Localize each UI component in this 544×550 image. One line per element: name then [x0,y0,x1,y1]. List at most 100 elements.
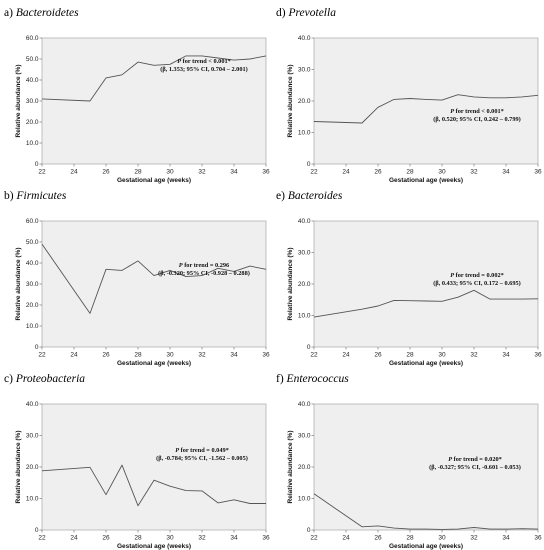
data-point [442,529,443,530]
panel-title: f) Enterococcus [276,373,349,385]
data-point [138,62,139,63]
data-point [314,121,315,122]
y-tick-label: 40.0 [298,35,311,42]
series-line [41,243,267,314]
data-point [538,298,539,299]
x-tick-label: 30 [166,535,174,542]
trend-p-symbol: P [450,108,454,115]
panel-label: d) [276,7,288,19]
x-tick-label: 22 [38,352,46,359]
y-axis-label: Relative abundance (%) [15,431,22,504]
x-tick-label: 22 [38,535,46,542]
data-point [426,99,427,100]
plot-area [313,37,539,165]
y-tick-label: 20.0 [298,281,311,288]
data-point [90,467,91,468]
chart-panel: d) Prevotella 0 10.0 20.0 30.0 40.0 22 24 26 28 30… [272,0,544,184]
data-point [90,313,91,314]
data-point [506,529,507,530]
data-point [250,503,251,504]
x-tick-label: 34 [230,535,238,542]
x-axis-label: Gestational age (weeks) [117,177,191,184]
x-tick-label: 30 [438,169,446,176]
chart-panel: e) Bacteroides 0 10.0 20.0 30.0 40.0 22 24 26 28 3… [272,183,544,367]
data-point [522,96,523,97]
x-tick-label: 32 [198,169,206,176]
x-tick-label: 30 [438,352,446,359]
y-tick-label: 60.0 [26,35,39,42]
data-point [106,494,107,495]
x-axis-label: Gestational age (weeks) [117,360,191,367]
panel-label: a) [4,7,16,19]
panel-label: b) [4,190,16,202]
x-tick-label: 32 [198,535,206,542]
chart-svg: d) Prevotella 0 10.0 20.0 30.0 40.0 22 24 26 28 30… [276,7,542,184]
x-tick-label: 36 [262,352,270,359]
x-tick-label: 30 [166,352,174,359]
data-point [490,299,491,300]
x-tick-label: 24 [342,352,350,359]
trend-p-symbol: P [179,262,183,269]
trend-annotation-line1: P for trend = 0.020* [448,456,502,463]
panel-taxon-name: Proteobacteria [15,373,85,385]
data-point [410,529,411,530]
panel-taxon-name: Enterococcus [286,373,350,385]
series-line [41,464,266,507]
y-tick-label: 0 [35,344,39,351]
panel-label: f) [276,373,287,385]
x-tick-label: 28 [406,169,414,176]
x-axis-label: Gestational age (weeks) [389,360,463,367]
panel-title: b) Firmicutes [4,190,67,202]
data-point [170,486,171,487]
data-point [442,301,443,302]
x-tick-label: 34 [502,535,510,542]
data-point [378,306,379,307]
x-tick-label: 28 [134,535,142,542]
data-point [202,490,203,491]
chart-svg: e) Bacteroides 0 10.0 20.0 30.0 40.0 22 24 26 28 3… [276,190,542,367]
x-tick-label: 24 [342,535,350,542]
y-tick-label: 50.0 [26,239,39,246]
plot-area [41,403,267,531]
y-tick-label: 30.0 [298,67,311,74]
x-tick-label: 34 [502,352,510,359]
trend-annotation-line2: (β, -0.784; 95% CI, -1.562 – 0.005) [156,455,248,462]
data-point [362,309,363,310]
x-tick-label: 22 [310,352,318,359]
trend-p-symbol: P [448,456,452,463]
data-point [122,74,123,75]
x-tick-label: 28 [406,535,414,542]
chart-svg: a) Bacteroidetes 0 10.0 20.0 30.0 40.0 50.0 60.… [4,7,270,184]
trend-annotation-line1: P for trend = 0.296 [179,262,229,269]
data-point [314,493,315,494]
trend-p-value: for trend < 0.001* [181,58,231,65]
data-point [426,301,427,302]
trend-p-symbol: P [177,58,181,65]
data-point [474,96,475,97]
chart-panel: b) Firmicutes 0 10.0 20.0 30.0 40.0 50.0 60.0 22… [0,183,272,367]
trend-p-value: for trend = 0.020* [452,456,502,463]
data-point [154,65,155,66]
data-point [506,97,507,98]
x-tick-label: 28 [134,352,142,359]
data-point [42,470,43,471]
data-point [538,95,539,96]
chart-panel: f) Enterococcus 0 10.0 20.0 30.0 40.0 22 24 26 28… [272,366,544,550]
data-point [362,123,363,124]
y-axis-label: Relative abundance (%) [287,248,294,321]
data-point [490,529,491,530]
data-point [218,502,219,503]
x-tick-label: 22 [38,169,46,176]
chart-svg: f) Enterococcus 0 10.0 20.0 30.0 40.0 22 24 26 28… [276,373,542,550]
data-point [458,529,459,530]
y-tick-label: 10.0 [298,130,311,137]
trend-p-symbol: P [175,447,179,454]
data-point [394,528,395,529]
y-tick-label: 30.0 [26,281,39,288]
data-point [234,499,235,500]
data-point [490,97,491,98]
y-tick-label: 40.0 [26,260,39,267]
trend-p-value: for trend < 0.001* [454,108,504,115]
data-point [186,490,187,491]
chart-panel: a) Bacteroidetes 0 10.0 20.0 30.0 40.0 50.0 60.… [0,0,272,184]
